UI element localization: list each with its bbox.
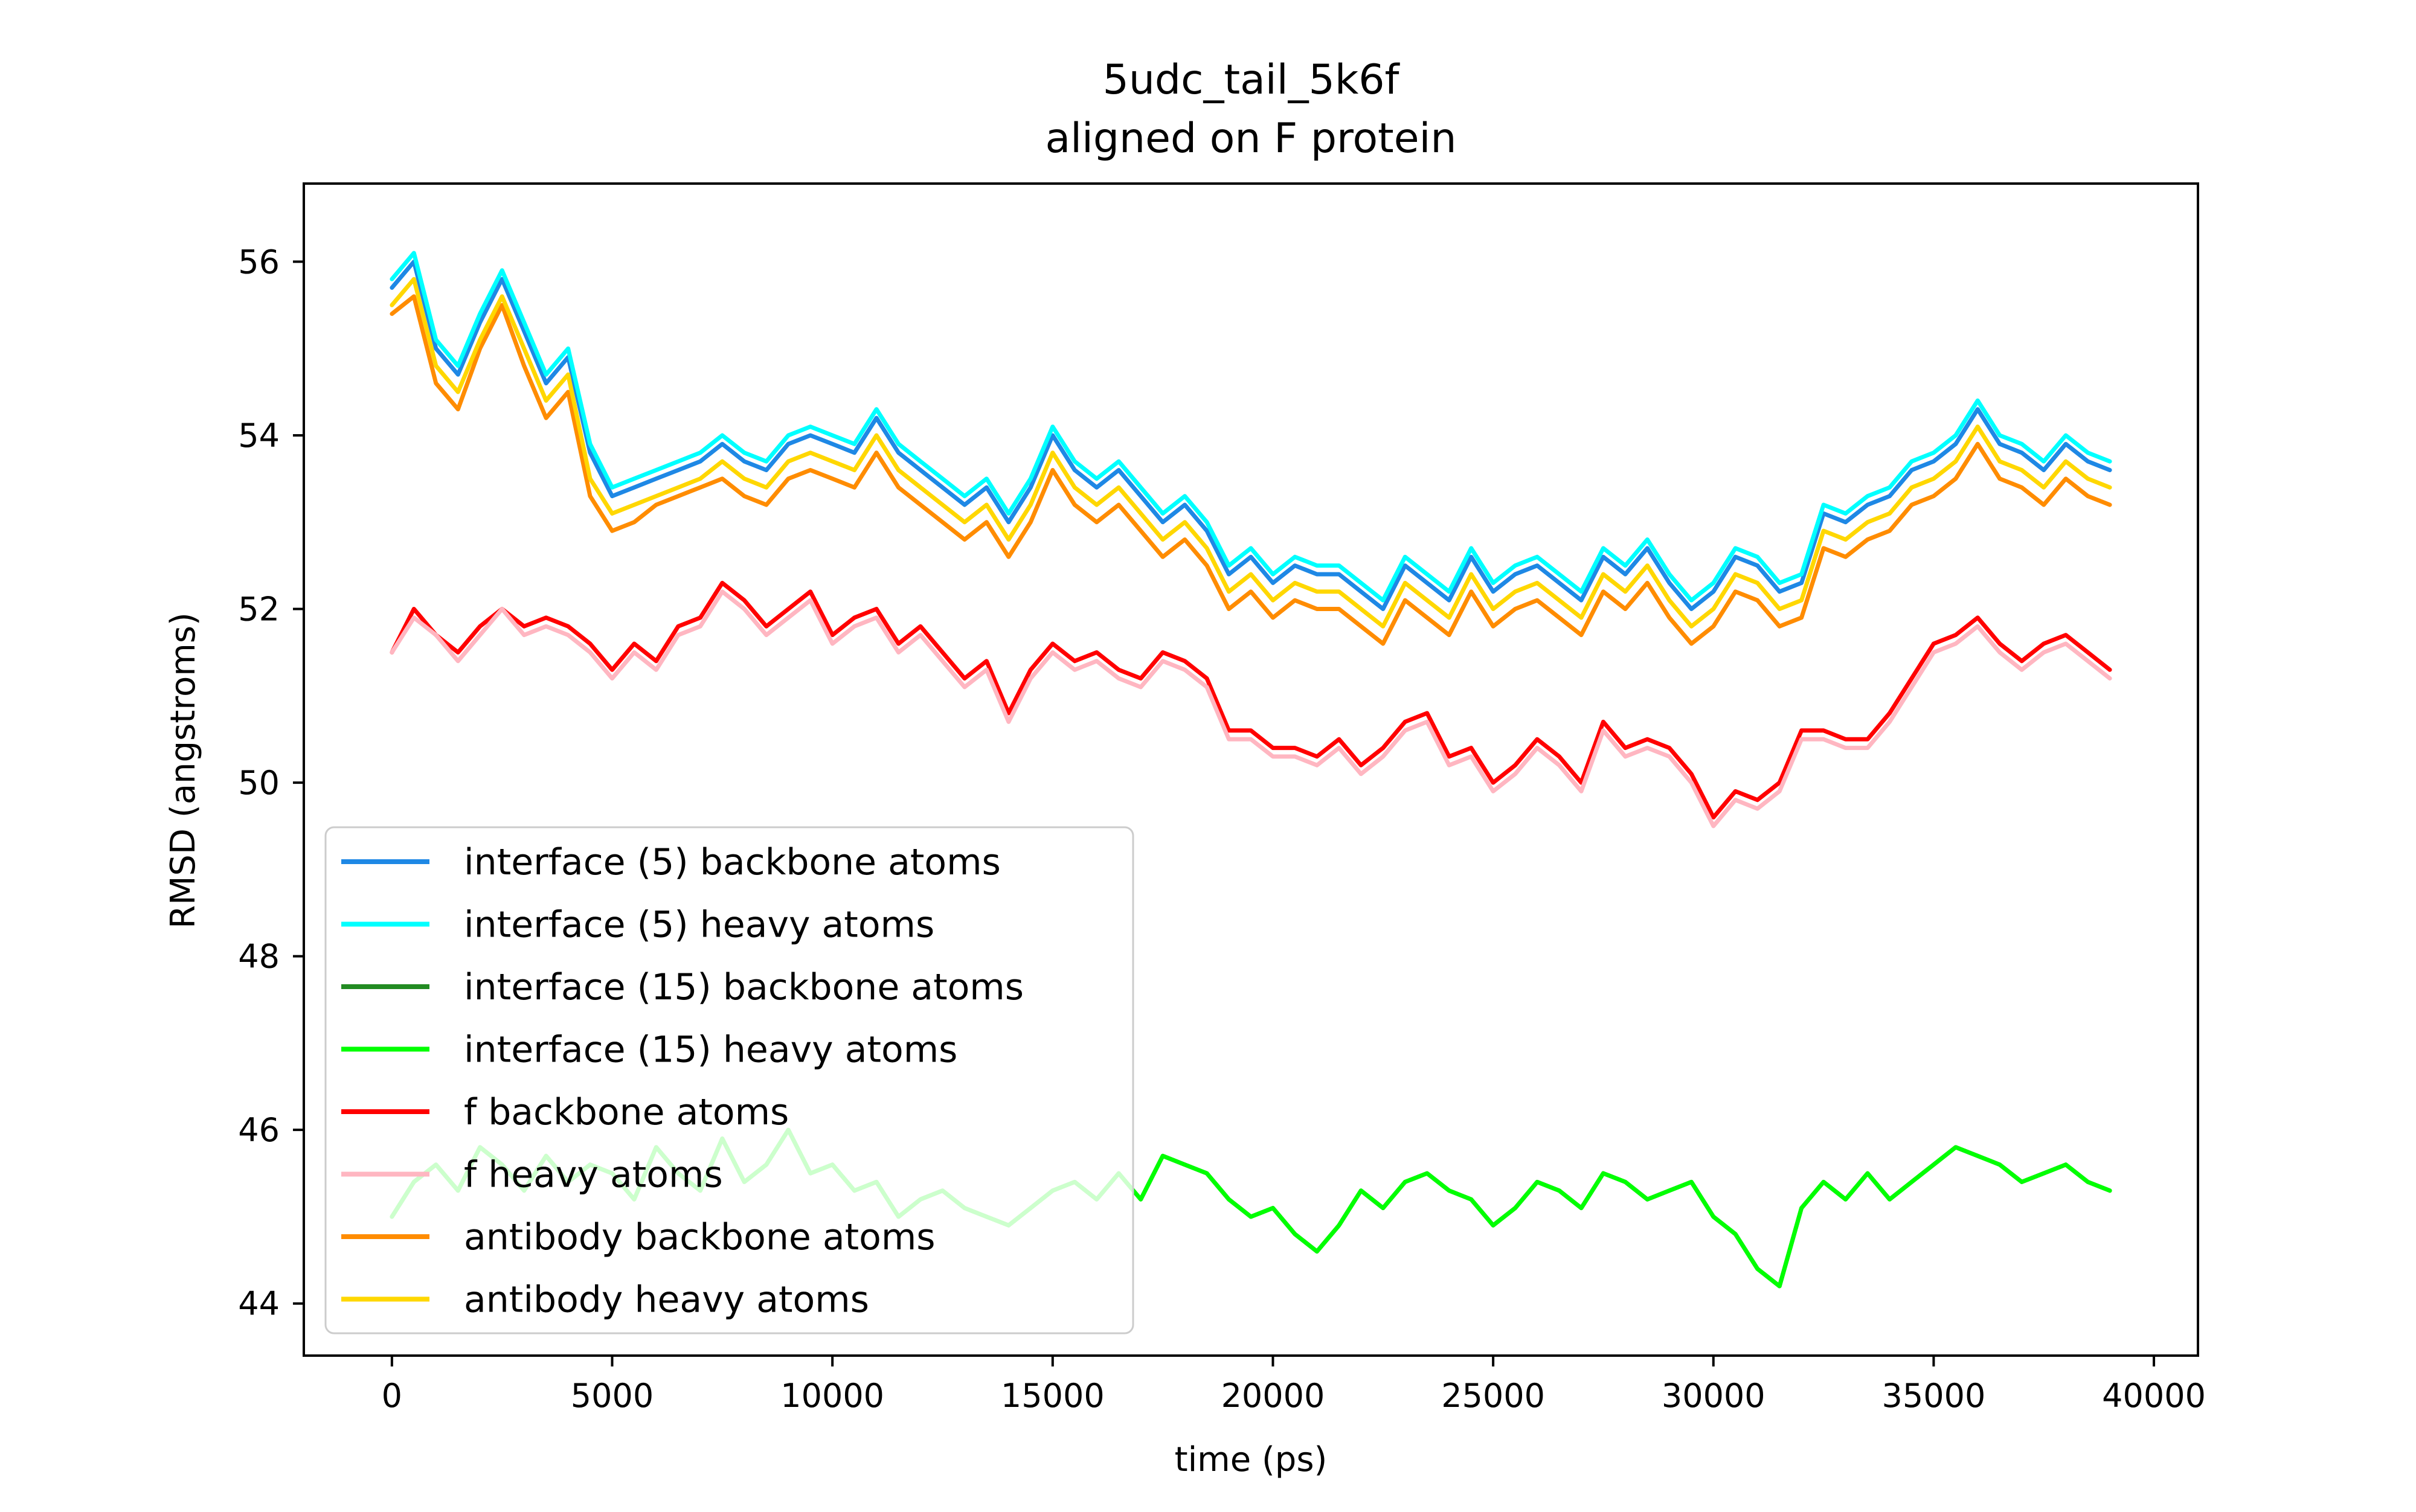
x-tick-label: 25000 <box>1441 1377 1545 1415</box>
x-tick-label: 15000 <box>1001 1377 1105 1415</box>
plot-frame <box>303 182 2199 1357</box>
legend: interface (5) backbone atoms interface (5… <box>324 826 1134 1334</box>
x-axis-label: time (ps) <box>1175 1440 1328 1479</box>
x-tick-label: 0 <box>382 1377 402 1415</box>
chart-subtitle: aligned on F protein <box>1045 115 1456 162</box>
legend-label: interface (15) heavy atoms <box>464 1029 957 1071</box>
y-axis: 44 46 48 50 52 54 56 <box>238 243 304 1323</box>
legend-label: interface (5) heavy atoms <box>464 904 934 946</box>
series-line-2 <box>390 251 2112 603</box>
legend-label: f heavy atoms <box>464 1154 723 1196</box>
x-axis: 0 5000 10000 15000 20000 25000 30000 35000 40000 <box>382 1356 2206 1415</box>
y-axis-label: RMSD (angstroms) <box>164 612 203 929</box>
x-tick-label: 10000 <box>780 1377 884 1415</box>
y-tick-label: 50 <box>238 764 280 802</box>
series-line-6 <box>390 589 2112 828</box>
x-tick-label: 30000 <box>1662 1377 1765 1415</box>
series-line-5 <box>390 580 2112 820</box>
legend-label: f backbone atoms <box>464 1091 789 1133</box>
y-tick-label: 44 <box>238 1285 280 1323</box>
y-tick-label: 56 <box>238 243 280 281</box>
y-tick-label: 54 <box>238 417 280 455</box>
x-tick-label: 40000 <box>2102 1377 2206 1415</box>
x-tick-label: 20000 <box>1221 1377 1325 1415</box>
y-tick-label: 52 <box>238 591 280 629</box>
series-line-8 <box>390 277 2112 629</box>
y-tick-label: 48 <box>238 938 280 976</box>
legend-label: interface (15) backbone atoms <box>464 966 1024 1008</box>
x-tick-label: 5000 <box>571 1377 654 1415</box>
x-tick-label: 35000 <box>1882 1377 1986 1415</box>
legend-label: antibody heavy atoms <box>464 1279 869 1321</box>
series-line-1 <box>390 259 2112 611</box>
legend-box <box>324 826 1134 1334</box>
series-line-7 <box>390 294 2112 646</box>
legend-label: interface (5) backbone atoms <box>464 841 1001 883</box>
legend-label: antibody backbone atoms <box>464 1216 936 1258</box>
y-tick-label: 46 <box>238 1111 280 1149</box>
chart-title: 5udc_tail_5k6f <box>1103 56 1401 104</box>
